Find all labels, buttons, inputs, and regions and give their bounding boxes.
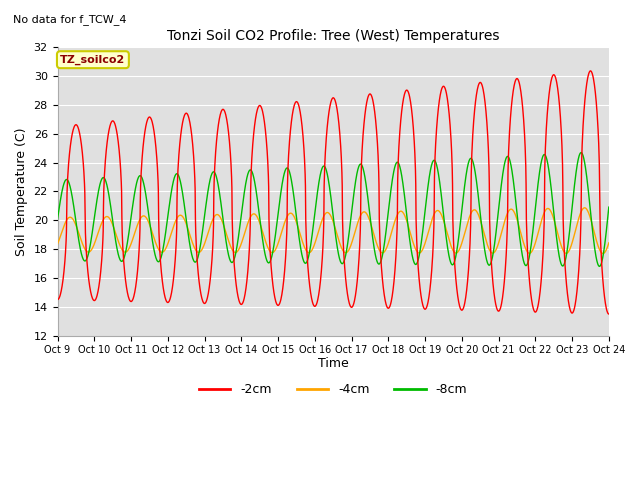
Y-axis label: Soil Temperature (C): Soil Temperature (C) [15,127,28,256]
Text: TZ_soilco2: TZ_soilco2 [60,55,125,65]
Title: Tonzi Soil CO2 Profile: Tree (West) Temperatures: Tonzi Soil CO2 Profile: Tree (West) Temp… [167,29,499,43]
Legend: -2cm, -4cm, -8cm: -2cm, -4cm, -8cm [194,378,472,401]
Text: No data for f_TCW_4: No data for f_TCW_4 [13,14,126,25]
X-axis label: Time: Time [318,357,349,370]
